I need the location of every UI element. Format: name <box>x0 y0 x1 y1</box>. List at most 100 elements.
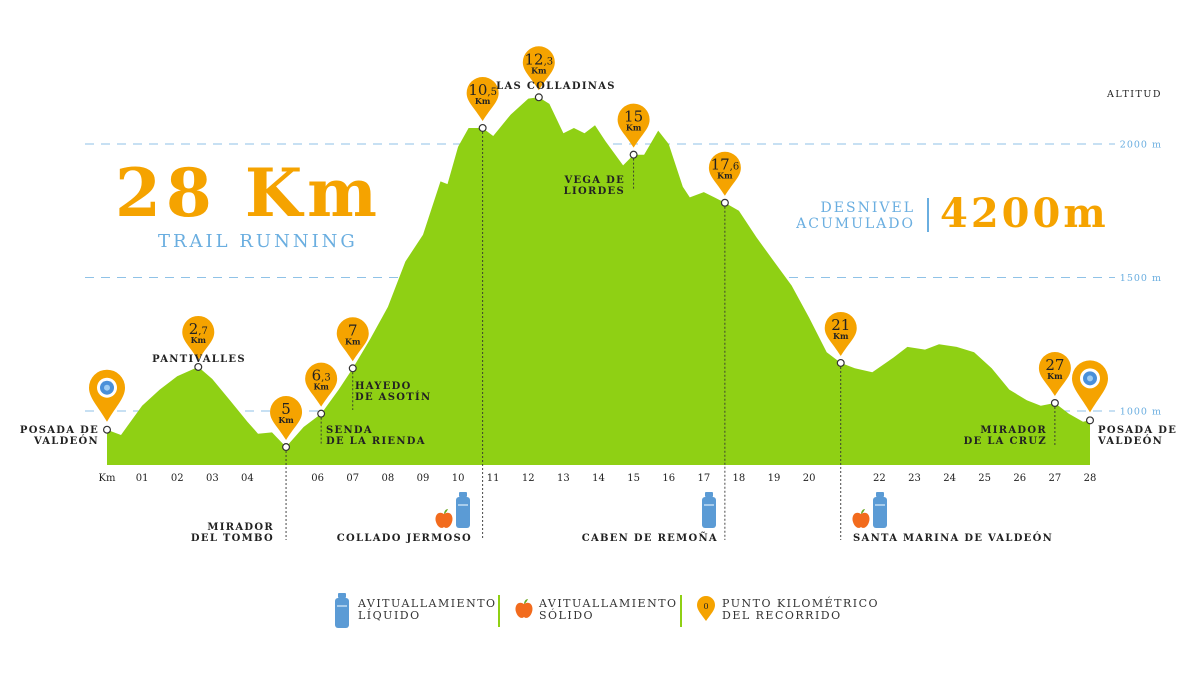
apple-icon <box>852 509 870 528</box>
km-marker-decimal: ,3 <box>321 373 331 384</box>
bottle-band <box>458 504 468 506</box>
desnivel-value: 4200m <box>940 190 1109 237</box>
x-tick-label: 19 <box>768 473 781 484</box>
apple-body <box>435 512 453 528</box>
x-tick-label: 14 <box>592 473 605 484</box>
water-bottle-icon <box>873 492 887 528</box>
legend-divider <box>680 595 682 627</box>
x-tick-label: 27 <box>1049 473 1062 484</box>
km-marker-pin-icon <box>824 311 857 356</box>
waypoint-dot <box>1085 416 1094 425</box>
legend-liquid: AVITUALLAMIENTO LÍQUIDO <box>358 598 497 622</box>
place-label-posada-end: VALDEÓN <box>1097 435 1163 447</box>
waypoint-dot <box>478 123 487 132</box>
waypoint-dot <box>317 409 326 418</box>
km-marker-number: 12 <box>524 50 543 68</box>
x-tick-label: 13 <box>557 473 570 484</box>
km-marker-decimal: ,5 <box>487 87 497 98</box>
km-marker-number: 27 <box>1045 356 1064 374</box>
x-tick-label: 18 <box>733 473 746 484</box>
km-marker-number: 15 <box>624 108 643 126</box>
x-tick-label: 01 <box>136 473 149 484</box>
x-tick-label: 25 <box>978 473 991 484</box>
legend-solid: AVITUALLAMIENTO SÓLIDO <box>539 598 678 622</box>
bottle-cap <box>876 492 884 497</box>
x-tick-label: 16 <box>662 473 675 484</box>
km-marker-number: 21 <box>831 316 850 334</box>
place-label-mirador-cruz: MIRADOR <box>980 425 1047 436</box>
x-tick-label: 09 <box>417 473 430 484</box>
km-marker-number: 17 <box>711 156 730 174</box>
place-label-caben-remona: CABEN DE REMOÑA <box>582 532 718 544</box>
desnivel-label-line-2: ACUMULADO <box>796 216 915 232</box>
km-marker-unit: Km <box>1047 371 1063 381</box>
legend-km-symbol: 0 <box>703 602 708 611</box>
x-tick-label: 02 <box>171 473 184 484</box>
x-tick-label: 11 <box>487 473 500 484</box>
km-marker-value: 15 <box>624 108 643 126</box>
place-label-vega-liordes: VEGA DE <box>563 175 625 186</box>
km-marker-unit: Km <box>626 123 642 133</box>
water-bottle-icon <box>456 492 470 528</box>
place-label-mirador-tombo: DEL TOMBO <box>191 533 274 544</box>
elevation-profile-area <box>107 97 1090 466</box>
km-marker-value: 5 <box>281 400 291 418</box>
location-pin-icon: 0 <box>697 596 715 621</box>
x-axis-unit: Km <box>99 473 116 484</box>
km-marker-pin-icon <box>708 151 741 196</box>
x-tick-label: 10 <box>452 473 465 484</box>
km-marker-value: 10,5 <box>468 81 497 99</box>
waypoint-dot <box>1050 398 1059 407</box>
waypoint-dot <box>194 362 203 371</box>
discipline-subtitle: TRAIL RUNNING <box>158 231 358 252</box>
km-marker-pin-icon <box>522 46 555 91</box>
bottle-cap <box>705 492 713 497</box>
bottle-band <box>704 504 714 506</box>
km-marker-value: 2,7 <box>189 320 208 338</box>
place-label-vega-liordes: LIORDES <box>564 186 625 197</box>
km-marker-decimal: ,3 <box>544 56 554 67</box>
waypoint-dot <box>836 358 845 367</box>
waypoint-dot <box>348 364 357 373</box>
x-tick-label: 28 <box>1084 473 1097 484</box>
km-marker-pin-icon <box>305 362 338 407</box>
bottle-cap <box>459 492 467 497</box>
x-tick-label: 08 <box>381 473 394 484</box>
legend-divider <box>498 595 500 627</box>
waypoint-dot <box>534 93 543 102</box>
km-marker-value: 12,3 <box>524 50 553 68</box>
km-marker-unit: Km <box>717 171 733 181</box>
bottle-body <box>873 497 887 528</box>
apple-body <box>852 512 870 528</box>
x-tick-label: 22 <box>873 473 886 484</box>
legend-solid-line-2: SÓLIDO <box>539 609 595 622</box>
apple-icon <box>515 599 533 618</box>
waypoint-dot <box>629 150 638 159</box>
waypoint-dot <box>720 198 729 207</box>
pin-dot <box>104 384 110 391</box>
x-tick-label: 04 <box>241 473 254 484</box>
apple-leaf <box>861 509 865 514</box>
bottle-band <box>875 504 885 506</box>
km-marker-decimal: ,7 <box>198 326 208 337</box>
legend-km-line-2: DEL RECORRIDO <box>722 609 842 622</box>
place-label-mirador-tombo: MIRADOR <box>207 522 274 533</box>
water-bottle-icon <box>335 593 349 628</box>
desnivel-label: DESNIVEL ACUMULADO <box>770 200 915 232</box>
km-marker-unit: Km <box>475 96 491 106</box>
x-tick-label: 20 <box>803 473 816 484</box>
x-tick-label: 03 <box>206 473 219 484</box>
km-marker-value: 6,3 <box>312 367 331 385</box>
x-tick-label: 15 <box>627 473 640 484</box>
km-marker-pin-icon <box>270 396 303 441</box>
km-marker-unit: Km <box>345 336 361 346</box>
place-label-hayedo: HAYEDO <box>355 381 412 392</box>
x-tick-label: 06 <box>311 473 324 484</box>
place-label-senda-rienda: DE LA RIENDA <box>326 436 426 447</box>
km-marker-pin-icon <box>1038 351 1071 396</box>
place-label-collado-jermoso: COLLADO JERMOSO <box>337 533 472 544</box>
km-marker-unit: Km <box>191 335 207 345</box>
place-label-hayedo: DE ASOTÍN <box>355 391 431 403</box>
